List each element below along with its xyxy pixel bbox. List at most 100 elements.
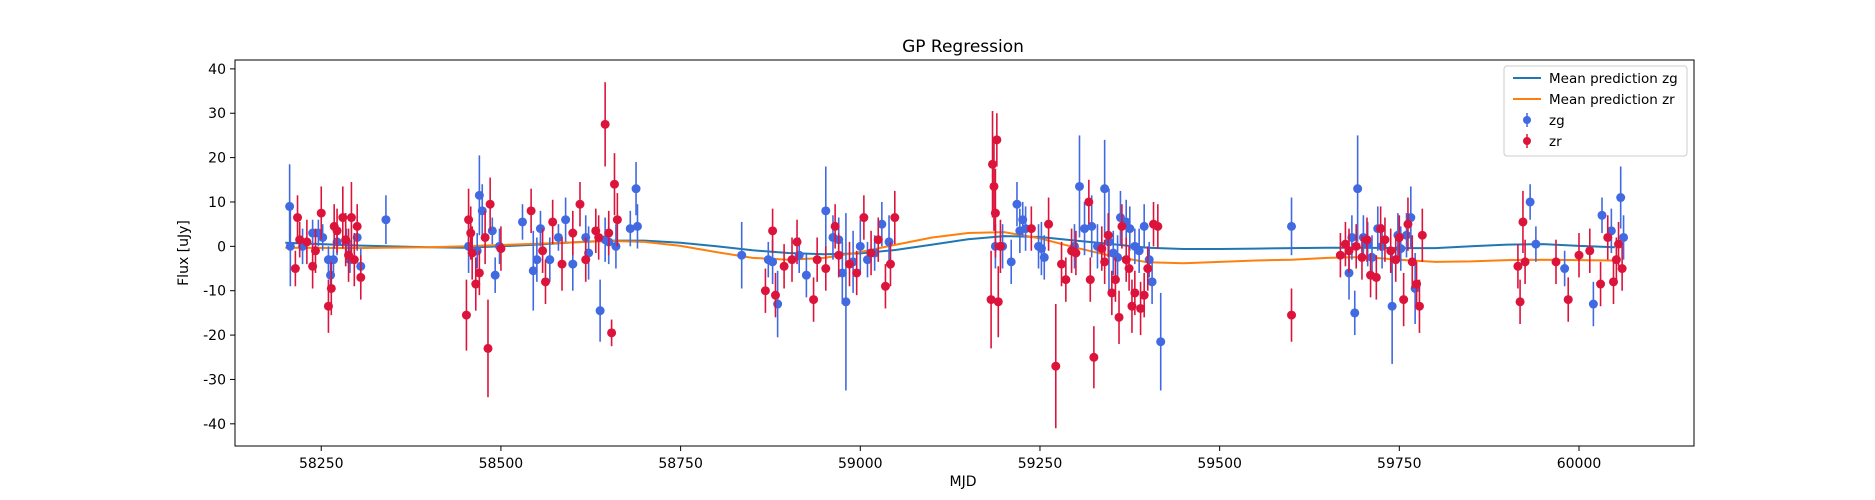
- plot-area: [285, 82, 1629, 429]
- point-zg: [631, 184, 641, 194]
- point-zg: [1588, 299, 1598, 309]
- y-tick-label: -10: [203, 284, 226, 300]
- point-zr: [612, 215, 622, 225]
- x-tick-label: 58750: [658, 456, 703, 472]
- point-zg: [553, 232, 563, 242]
- point-zr: [346, 213, 356, 223]
- point-zr: [471, 279, 481, 289]
- point-zr: [1362, 235, 1372, 245]
- point-zg: [1402, 230, 1412, 240]
- point-zg: [1156, 337, 1166, 347]
- legend-swatch-marker-zr: [1523, 137, 1531, 145]
- point-zr: [1084, 197, 1094, 207]
- point-zg: [1139, 221, 1149, 231]
- point-zr: [859, 213, 869, 223]
- point-zg: [595, 306, 605, 316]
- point-zr: [581, 255, 591, 265]
- point-zr: [480, 232, 490, 242]
- point-zr: [1044, 219, 1054, 229]
- point-zr: [1085, 275, 1095, 285]
- point-zg: [487, 226, 497, 236]
- point-zr: [575, 199, 585, 209]
- point-zr: [1114, 312, 1124, 322]
- point-zr: [830, 221, 840, 231]
- point-zr: [302, 237, 312, 247]
- point-zr: [1136, 303, 1146, 313]
- point-zr: [290, 264, 300, 274]
- x-tick-label: 59500: [1197, 456, 1242, 472]
- point-zr: [466, 228, 476, 238]
- legend-box: [1503, 65, 1688, 157]
- point-zr: [557, 259, 567, 269]
- legend: Mean prediction zg Mean prediction zr zg…: [1503, 65, 1688, 157]
- chart-title: GP Regression: [902, 37, 1024, 57]
- x-tick-label: 58500: [479, 456, 524, 472]
- point-zr: [1596, 279, 1606, 289]
- point-zr: [989, 181, 999, 191]
- point-zr: [885, 259, 895, 269]
- point-zr: [540, 277, 550, 287]
- point-zr: [845, 259, 855, 269]
- legend-label-zg: zg: [1549, 113, 1565, 129]
- point-zr: [356, 272, 366, 282]
- point-zr: [526, 206, 536, 216]
- point-zg: [318, 232, 328, 242]
- point-zr: [809, 295, 819, 305]
- point-zg: [1125, 224, 1135, 234]
- point-zr: [1287, 310, 1297, 320]
- point-zg: [1367, 252, 1377, 262]
- point-zr: [1107, 288, 1117, 298]
- point-zr: [852, 268, 862, 278]
- point-zg: [821, 206, 831, 216]
- point-zr: [1391, 255, 1401, 265]
- x-axis: 58250 58500 58750 59000 59250 59500 59750 60000: [299, 446, 1601, 472]
- point-zr: [1143, 264, 1153, 274]
- point-zr: [496, 244, 506, 254]
- point-zg: [1353, 184, 1363, 194]
- x-tick-label: 60000: [1557, 456, 1602, 472]
- point-zr: [992, 135, 1002, 145]
- point-zr: [1100, 257, 1110, 267]
- point-zg: [1616, 193, 1626, 203]
- point-zr: [461, 310, 471, 320]
- point-zr: [483, 343, 493, 353]
- point-zg: [1350, 308, 1360, 318]
- point-zr: [1394, 232, 1404, 242]
- point-zg: [837, 268, 847, 278]
- point-zr: [880, 281, 890, 291]
- y-tick-label: 20: [208, 151, 226, 167]
- point-zr: [1386, 246, 1396, 256]
- x-tick-label: 58250: [299, 456, 344, 472]
- point-zr: [1340, 239, 1350, 249]
- point-zr: [1071, 248, 1081, 258]
- y-tick-label: -40: [203, 417, 226, 433]
- point-zr: [1380, 235, 1390, 245]
- point-zr: [1351, 241, 1361, 251]
- point-zg: [1080, 224, 1090, 234]
- point-zg: [1147, 277, 1157, 287]
- y-tick-label: 30: [208, 106, 226, 122]
- x-tick-label: 59000: [838, 456, 883, 472]
- point-zr: [1335, 250, 1345, 260]
- point-zr: [1603, 232, 1613, 242]
- point-zg: [545, 255, 555, 265]
- point-zg: [517, 217, 527, 227]
- series-zr: [290, 82, 1627, 429]
- point-zr: [568, 228, 578, 238]
- point-zr: [993, 297, 1003, 307]
- point-zg: [1134, 246, 1144, 256]
- point-zr: [760, 286, 770, 296]
- point-zr: [1139, 290, 1149, 300]
- legend-label-zr: zr: [1549, 134, 1562, 150]
- point-zr: [1089, 352, 1099, 362]
- x-tick-label: 59750: [1377, 456, 1422, 472]
- point-zr: [1124, 264, 1134, 274]
- point-zr: [1614, 239, 1624, 249]
- point-zg: [1387, 301, 1397, 311]
- point-zr: [604, 228, 614, 238]
- point-zg: [801, 270, 811, 280]
- y-axis-label: Flux [uJy]: [176, 220, 192, 286]
- y-tick-label: -20: [203, 328, 226, 344]
- point-zr: [990, 208, 1000, 218]
